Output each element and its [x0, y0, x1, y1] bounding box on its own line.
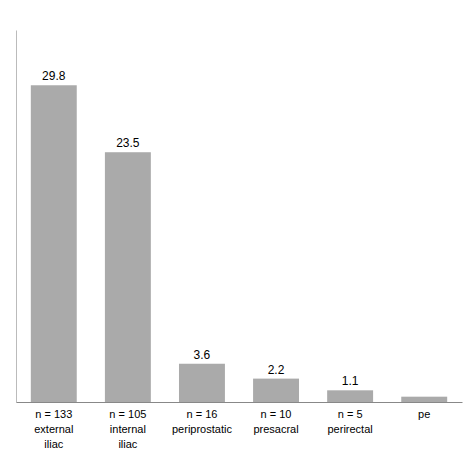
x-tick-labels: n = 133 external iliac n = 105 internal iliac… — [34, 408, 430, 450]
x-tick-label: n = 105 — [109, 408, 146, 420]
x-tick-label: perirectal — [328, 423, 373, 435]
bar — [105, 152, 151, 402]
data-label: 2.2 — [268, 363, 285, 377]
x-tick-label: iliac — [44, 438, 63, 450]
x-tick-label: n = 133 — [35, 408, 72, 420]
y-axis — [16, 31, 17, 403]
x-axis — [17, 402, 463, 403]
bar — [179, 364, 225, 402]
bar — [327, 390, 373, 402]
plot: n = 133 external iliac n = 105 internal iliac… — [17, 31, 463, 451]
x-tick-label: iliac — [118, 438, 137, 450]
x-tick-label: internal — [110, 423, 146, 435]
x-tick-label: n = 10 — [261, 408, 292, 420]
y-axis-line — [16, 31, 17, 403]
bars — [31, 85, 447, 402]
data-label: 29.8 — [42, 69, 66, 83]
x-tick-label: presacral — [253, 423, 298, 435]
chart: n = 133 external iliac n = 105 internal iliac… — [0, 0, 474, 474]
data-labels: 29.8 23.5 3.6 2.2 1.1 — [42, 69, 359, 388]
bar — [401, 397, 447, 402]
x-tick-label: n = 5 — [338, 408, 363, 420]
x-tick-label: periprostatic — [172, 423, 232, 435]
bar — [253, 379, 299, 402]
x-tick-label: external — [34, 423, 73, 435]
data-label: 23.5 — [116, 136, 140, 150]
x-tick-label: pe — [418, 408, 430, 420]
bar — [31, 85, 77, 402]
x-axis-line — [17, 402, 463, 403]
data-label: 1.1 — [342, 374, 359, 388]
data-label: 3.6 — [194, 348, 211, 362]
x-tick-label: n = 16 — [187, 408, 218, 420]
